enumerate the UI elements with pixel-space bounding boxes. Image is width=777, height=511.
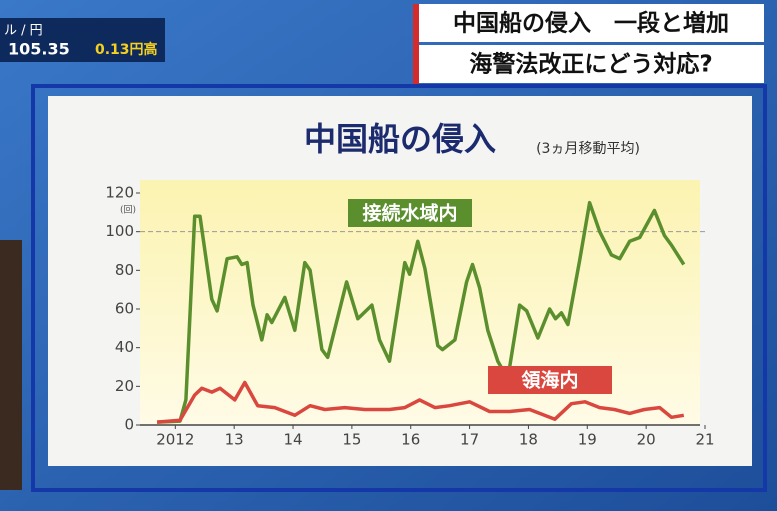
board-frame <box>31 84 767 492</box>
headline: 海警法改正にどう対応? <box>469 51 712 78</box>
x-tick-label: 19 <box>578 431 597 449</box>
studio-edge <box>0 240 22 490</box>
x-tick-label: 13 <box>225 431 244 449</box>
x-tick-label: 21 <box>695 431 714 449</box>
ticker-rate: 105.35 <box>8 40 70 59</box>
ticker-change: 0.13円高 <box>95 41 158 58</box>
y-unit: (回) <box>120 205 136 216</box>
y-tick-label: 80 <box>115 261 134 279</box>
chart-subtitle: (3ヵ月移動平均) <box>536 141 640 157</box>
y-tick-label: 120 <box>105 184 134 202</box>
y-tick-label: 20 <box>115 377 134 395</box>
x-tick-label: 18 <box>519 431 538 449</box>
series-label-box <box>348 199 472 227</box>
x-tick-label: 2012 <box>156 431 194 449</box>
headline: 中国船の侵入 一段と増加 <box>453 10 729 37</box>
headline-box <box>419 4 764 42</box>
y-tick-label: 40 <box>115 338 134 356</box>
chart-title: 中国船の侵入 <box>304 120 496 158</box>
x-tick-label: 16 <box>401 431 420 449</box>
y-tick-label: 0 <box>124 416 134 434</box>
series-label-box <box>488 366 612 394</box>
x-tick-label: 14 <box>283 431 302 449</box>
y-tick-label: 60 <box>115 300 134 318</box>
headline-box <box>419 45 764 83</box>
series-line <box>156 380 685 424</box>
series-line <box>157 200 686 424</box>
x-tick-label: 17 <box>460 431 479 449</box>
headline-accent <box>413 4 419 84</box>
ticker-pair: ル / 円 <box>4 24 43 39</box>
ticker-box <box>0 18 165 62</box>
series-label: 領海内 <box>521 369 578 392</box>
y-tick-label: 100 <box>105 222 134 240</box>
x-tick-label: 15 <box>342 431 361 449</box>
series-label: 接続水域内 <box>362 202 457 225</box>
x-tick-label: 20 <box>637 431 656 449</box>
